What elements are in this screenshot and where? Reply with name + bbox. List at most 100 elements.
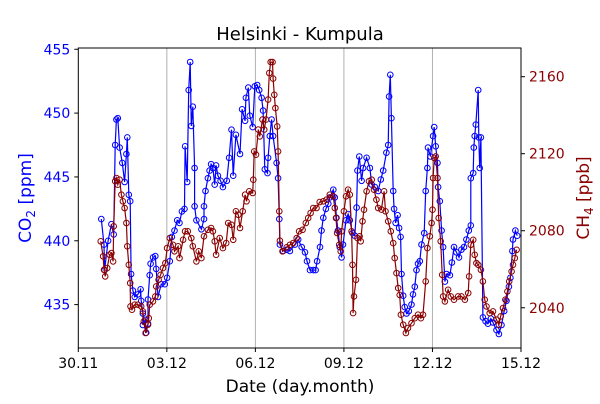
data-point-co2 xyxy=(171,227,178,234)
data-point-co2 xyxy=(137,286,144,293)
data-point-co2 xyxy=(229,172,237,179)
data-point-co2 xyxy=(249,123,256,131)
data-point-ch4 xyxy=(271,91,278,99)
data-point-co2 xyxy=(453,249,460,256)
data-point-ch4 xyxy=(419,311,427,319)
data-point-co2 xyxy=(500,307,508,315)
data-point-co2 xyxy=(472,121,480,128)
data-point-ch4 xyxy=(509,261,517,269)
data-point-co2 xyxy=(467,174,475,182)
chart-title: Helsinki - Kumpula xyxy=(216,24,383,45)
data-point-co2 xyxy=(389,187,397,195)
data-point-ch4 xyxy=(97,238,104,245)
data-point-ch4 xyxy=(368,176,376,183)
data-point-co2 xyxy=(320,214,327,222)
data-point-co2 xyxy=(200,215,208,223)
data-point-co2 xyxy=(450,243,458,251)
data-point-co2 xyxy=(318,227,325,234)
data-point-ch4 xyxy=(299,226,306,234)
data-point-ch4 xyxy=(313,204,320,212)
data-point-ch4 xyxy=(338,228,345,235)
data-point-co2 xyxy=(354,167,361,174)
data-point-ch4 xyxy=(378,206,385,213)
data-point-ch4 xyxy=(266,69,273,77)
data-point-ch4 xyxy=(131,301,138,309)
data-point-co2 xyxy=(313,257,321,265)
data-point-co2 xyxy=(266,132,274,140)
data-point-co2 xyxy=(448,259,456,266)
data-point-co2 xyxy=(476,164,484,172)
data-point-ch4 xyxy=(259,116,266,123)
left-y-axis-label: CO2 [ppm] xyxy=(16,153,38,243)
data-point-ch4 xyxy=(146,301,153,309)
data-point-ch4 xyxy=(357,238,365,245)
data-point-ch4 xyxy=(269,75,277,82)
data-point-co2 xyxy=(202,187,209,195)
data-point-ch4 xyxy=(252,151,260,158)
data-point-ch4 xyxy=(116,176,123,183)
data-point-ch4 xyxy=(477,266,485,274)
series-line-co2 xyxy=(100,61,518,336)
data-point-co2 xyxy=(358,177,365,185)
data-point-co2 xyxy=(439,243,447,251)
data-point-ch4 xyxy=(269,58,276,66)
data-point-co2 xyxy=(379,167,387,174)
data-point-co2 xyxy=(152,265,160,273)
data-point-co2 xyxy=(232,131,240,139)
data-point-ch4 xyxy=(326,191,334,198)
data-point-ch4 xyxy=(99,252,107,260)
data-point-ch4 xyxy=(189,243,197,250)
data-point-ch4 xyxy=(198,254,205,262)
x-tick-label: 03.12 xyxy=(147,356,187,372)
data-point-ch4 xyxy=(397,311,405,319)
data-point-ch4 xyxy=(250,148,258,155)
left-y-label-sub: 2 xyxy=(24,210,38,218)
x-tick-label: 12.12 xyxy=(412,356,452,372)
data-point-ch4 xyxy=(152,283,160,290)
data-point-ch4 xyxy=(236,224,244,232)
data-point-ch4 xyxy=(188,234,195,242)
data-point-co2 xyxy=(147,260,154,268)
data-point-ch4 xyxy=(276,208,283,215)
data-point-ch4 xyxy=(473,259,480,267)
data-point-ch4 xyxy=(408,319,415,327)
data-point-co2 xyxy=(98,215,105,223)
data-point-ch4 xyxy=(349,261,356,269)
data-point-ch4 xyxy=(441,298,449,305)
data-point-ch4 xyxy=(235,211,242,219)
data-point-co2 xyxy=(163,274,171,282)
data-point-ch4 xyxy=(103,264,111,272)
x-axis-label: Date (day.month) xyxy=(226,377,375,397)
data-point-ch4 xyxy=(119,198,127,205)
data-point-co2 xyxy=(395,224,403,232)
data-point-ch4 xyxy=(274,148,282,155)
data-point-co2 xyxy=(338,254,345,261)
data-point-ch4 xyxy=(166,234,174,242)
data-point-ch4 xyxy=(286,241,294,249)
data-point-ch4 xyxy=(502,296,509,304)
data-point-ch4 xyxy=(121,204,128,212)
data-point-ch4 xyxy=(426,233,434,240)
data-point-ch4 xyxy=(399,321,407,329)
data-point-ch4 xyxy=(444,286,452,294)
data-point-co2 xyxy=(200,203,208,210)
data-point-co2 xyxy=(390,205,398,213)
data-point-co2 xyxy=(443,270,450,278)
data-point-co2 xyxy=(429,132,437,140)
data-point-ch4 xyxy=(124,243,131,250)
data-point-ch4 xyxy=(140,318,148,325)
data-point-ch4 xyxy=(163,244,171,252)
data-point-ch4 xyxy=(200,233,208,240)
data-point-co2 xyxy=(467,222,475,229)
data-point-co2 xyxy=(188,122,195,130)
data-point-ch4 xyxy=(393,269,400,277)
right-y-tick-label: 2120 xyxy=(529,147,565,163)
data-point-ch4 xyxy=(337,248,345,255)
data-point-ch4 xyxy=(273,123,281,130)
data-point-co2 xyxy=(331,194,339,201)
data-point-co2 xyxy=(134,291,142,298)
data-point-ch4 xyxy=(429,174,437,182)
data-point-ch4 xyxy=(279,248,286,255)
data-point-ch4 xyxy=(349,309,357,317)
data-point-ch4 xyxy=(174,243,182,250)
